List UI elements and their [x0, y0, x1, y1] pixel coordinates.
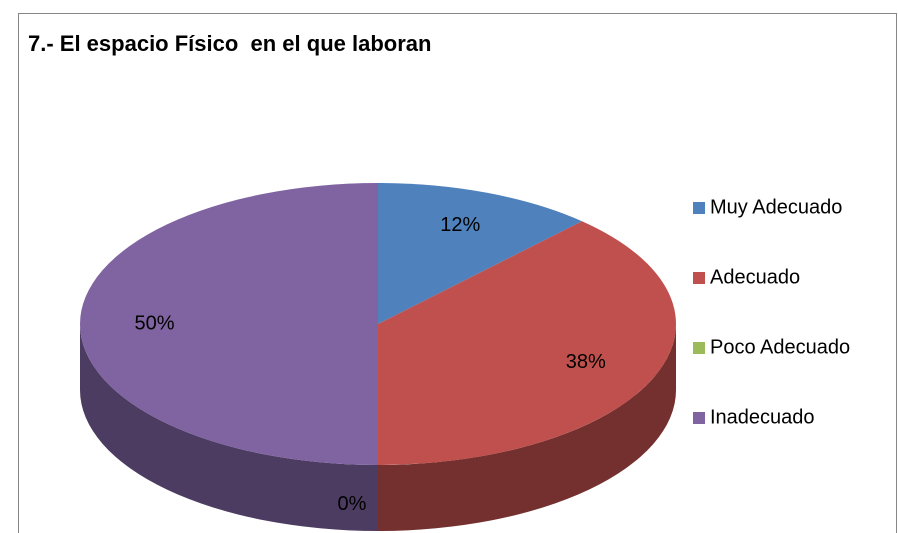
slice-side [378, 324, 676, 531]
data-label: 12% [440, 214, 480, 236]
slice-side [80, 324, 378, 531]
data-label: 0% [338, 493, 367, 515]
data-label: 38% [566, 351, 606, 373]
slice [80, 183, 378, 465]
pie: 12% 38% 0% 50% [80, 183, 676, 531]
legend-label: Inadecuado [710, 406, 815, 428]
chart-border [18, 13, 897, 533]
legend-swatch [693, 412, 705, 424]
legend-swatch [693, 202, 705, 214]
legend-label: Adecuado [710, 266, 800, 288]
slice [378, 221, 676, 465]
chart-title: 7.- El espacio Físico en el que laboran [28, 31, 431, 56]
data-label: 50% [134, 312, 174, 334]
legend-label: Muy Adecuado [710, 196, 842, 218]
slice [378, 183, 582, 324]
legend: Muy Adecuado Adecuado Poco Adecuado Inadecu… [693, 196, 850, 428]
legend-swatch [693, 272, 705, 284]
legend-label: Poco Adecuado [710, 336, 850, 358]
legend-swatch [693, 342, 705, 354]
